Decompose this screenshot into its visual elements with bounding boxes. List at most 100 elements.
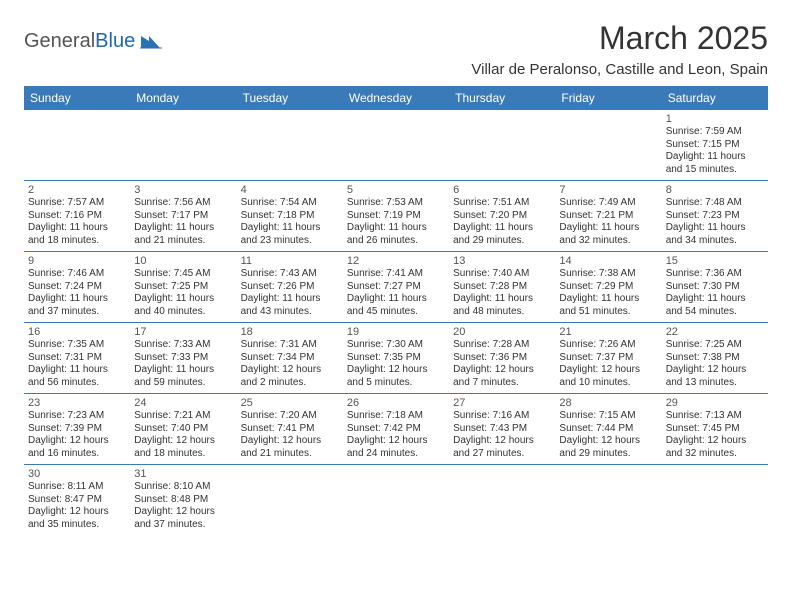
daylight-text: Daylight: 11 hours and 56 minutes. [28, 364, 126, 389]
title-block: March 2025 Villar de Peralonso, Castille… [471, 20, 768, 78]
sunset-text: Sunset: 7:29 PM [559, 281, 657, 294]
sunrise-text: Sunrise: 7:31 AM [241, 339, 339, 352]
sunset-text: Sunset: 7:31 PM [28, 352, 126, 365]
day-number: 18 [241, 326, 339, 338]
logo-text: GeneralBlue [24, 30, 135, 53]
calendar-week-row: 30Sunrise: 8:11 AMSunset: 8:47 PMDayligh… [24, 465, 768, 536]
sunset-text: Sunset: 7:27 PM [347, 281, 445, 294]
day-info: Sunrise: 7:16 AMSunset: 7:43 PMDaylight:… [453, 410, 551, 460]
logo-text-a: General [24, 30, 95, 52]
sunrise-text: Sunrise: 7:41 AM [347, 268, 445, 281]
daylight-text: Daylight: 12 hours and 10 minutes. [559, 364, 657, 389]
day-info: Sunrise: 7:43 AMSunset: 7:26 PMDaylight:… [241, 268, 339, 318]
day-number: 19 [347, 326, 445, 338]
sunset-text: Sunset: 7:20 PM [453, 210, 551, 223]
sunrise-text: Sunrise: 7:33 AM [134, 339, 232, 352]
sunrise-text: Sunrise: 7:45 AM [134, 268, 232, 281]
daylight-text: Daylight: 11 hours and 26 minutes. [347, 222, 445, 247]
sunrise-text: Sunrise: 7:57 AM [28, 197, 126, 210]
calendar-week-row: 9Sunrise: 7:46 AMSunset: 7:24 PMDaylight… [24, 252, 768, 323]
flag-icon [140, 33, 162, 49]
day-info: Sunrise: 7:41 AMSunset: 7:27 PMDaylight:… [347, 268, 445, 318]
day-number: 26 [347, 397, 445, 409]
calendar-day-cell: 2Sunrise: 7:57 AMSunset: 7:16 PMDaylight… [24, 181, 130, 252]
day-info: Sunrise: 7:48 AMSunset: 7:23 PMDaylight:… [666, 197, 764, 247]
day-info: Sunrise: 7:59 AMSunset: 7:15 PMDaylight:… [666, 126, 764, 176]
logo-text-b: Blue [95, 30, 135, 52]
day-number: 2 [28, 184, 126, 196]
sunrise-text: Sunrise: 7:20 AM [241, 410, 339, 423]
sunset-text: Sunset: 7:30 PM [666, 281, 764, 294]
calendar-day-cell: 24Sunrise: 7:21 AMSunset: 7:40 PMDayligh… [130, 394, 236, 465]
sunrise-text: Sunrise: 7:56 AM [134, 197, 232, 210]
daylight-text: Daylight: 12 hours and 2 minutes. [241, 364, 339, 389]
day-number: 15 [666, 255, 764, 267]
sunrise-text: Sunrise: 7:16 AM [453, 410, 551, 423]
day-number: 7 [559, 184, 657, 196]
page-header: GeneralBlue March 2025 Villar de Peralon… [24, 20, 768, 78]
calendar-day-cell: 28Sunrise: 7:15 AMSunset: 7:44 PMDayligh… [555, 394, 661, 465]
day-number: 10 [134, 255, 232, 267]
day-number: 22 [666, 326, 764, 338]
sunrise-text: Sunrise: 7:54 AM [241, 197, 339, 210]
calendar-empty-cell [555, 465, 661, 536]
weekday-header: Friday [555, 86, 661, 110]
day-info: Sunrise: 7:26 AMSunset: 7:37 PMDaylight:… [559, 339, 657, 389]
sunrise-text: Sunrise: 7:53 AM [347, 197, 445, 210]
weekday-header: Wednesday [343, 86, 449, 110]
calendar-body: 1Sunrise: 7:59 AMSunset: 7:15 PMDaylight… [24, 110, 768, 535]
daylight-text: Daylight: 11 hours and 32 minutes. [559, 222, 657, 247]
sunset-text: Sunset: 8:47 PM [28, 494, 126, 507]
day-info: Sunrise: 7:40 AMSunset: 7:28 PMDaylight:… [453, 268, 551, 318]
daylight-text: Daylight: 12 hours and 21 minutes. [241, 435, 339, 460]
calendar-day-cell: 22Sunrise: 7:25 AMSunset: 7:38 PMDayligh… [662, 323, 768, 394]
day-info: Sunrise: 7:35 AMSunset: 7:31 PMDaylight:… [28, 339, 126, 389]
day-number: 6 [453, 184, 551, 196]
sunrise-text: Sunrise: 7:46 AM [28, 268, 126, 281]
daylight-text: Daylight: 11 hours and 34 minutes. [666, 222, 764, 247]
calendar-day-cell: 7Sunrise: 7:49 AMSunset: 7:21 PMDaylight… [555, 181, 661, 252]
day-number: 12 [347, 255, 445, 267]
sunrise-text: Sunrise: 7:25 AM [666, 339, 764, 352]
calendar-empty-cell [449, 110, 555, 181]
calendar-table: SundayMondayTuesdayWednesdayThursdayFrid… [24, 86, 768, 535]
daylight-text: Daylight: 11 hours and 21 minutes. [134, 222, 232, 247]
day-number: 21 [559, 326, 657, 338]
sunset-text: Sunset: 7:28 PM [453, 281, 551, 294]
day-number: 28 [559, 397, 657, 409]
day-info: Sunrise: 7:33 AMSunset: 7:33 PMDaylight:… [134, 339, 232, 389]
calendar-day-cell: 14Sunrise: 7:38 AMSunset: 7:29 PMDayligh… [555, 252, 661, 323]
daylight-text: Daylight: 11 hours and 51 minutes. [559, 293, 657, 318]
sunrise-text: Sunrise: 7:43 AM [241, 268, 339, 281]
day-info: Sunrise: 8:11 AMSunset: 8:47 PMDaylight:… [28, 481, 126, 531]
day-info: Sunrise: 7:18 AMSunset: 7:42 PMDaylight:… [347, 410, 445, 460]
calendar-empty-cell [662, 465, 768, 536]
sunrise-text: Sunrise: 7:15 AM [559, 410, 657, 423]
sunset-text: Sunset: 7:23 PM [666, 210, 764, 223]
calendar-day-cell: 10Sunrise: 7:45 AMSunset: 7:25 PMDayligh… [130, 252, 236, 323]
day-info: Sunrise: 7:25 AMSunset: 7:38 PMDaylight:… [666, 339, 764, 389]
calendar-day-cell: 25Sunrise: 7:20 AMSunset: 7:41 PMDayligh… [237, 394, 343, 465]
day-number: 24 [134, 397, 232, 409]
daylight-text: Daylight: 12 hours and 16 minutes. [28, 435, 126, 460]
calendar-day-cell: 5Sunrise: 7:53 AMSunset: 7:19 PMDaylight… [343, 181, 449, 252]
weekday-header: Tuesday [237, 86, 343, 110]
day-number: 17 [134, 326, 232, 338]
daylight-text: Daylight: 11 hours and 23 minutes. [241, 222, 339, 247]
day-number: 1 [666, 113, 764, 125]
day-info: Sunrise: 7:46 AMSunset: 7:24 PMDaylight:… [28, 268, 126, 318]
sunrise-text: Sunrise: 7:38 AM [559, 268, 657, 281]
day-number: 3 [134, 184, 232, 196]
sunset-text: Sunset: 7:25 PM [134, 281, 232, 294]
daylight-text: Daylight: 12 hours and 27 minutes. [453, 435, 551, 460]
calendar-empty-cell [130, 110, 236, 181]
calendar-day-cell: 4Sunrise: 7:54 AMSunset: 7:18 PMDaylight… [237, 181, 343, 252]
daylight-text: Daylight: 11 hours and 29 minutes. [453, 222, 551, 247]
day-info: Sunrise: 7:23 AMSunset: 7:39 PMDaylight:… [28, 410, 126, 460]
day-info: Sunrise: 7:49 AMSunset: 7:21 PMDaylight:… [559, 197, 657, 247]
sunset-text: Sunset: 7:36 PM [453, 352, 551, 365]
month-title: March 2025 [471, 20, 768, 57]
location-subtitle: Villar de Peralonso, Castille and Leon, … [471, 61, 768, 78]
calendar-day-cell: 18Sunrise: 7:31 AMSunset: 7:34 PMDayligh… [237, 323, 343, 394]
calendar-empty-cell [237, 110, 343, 181]
